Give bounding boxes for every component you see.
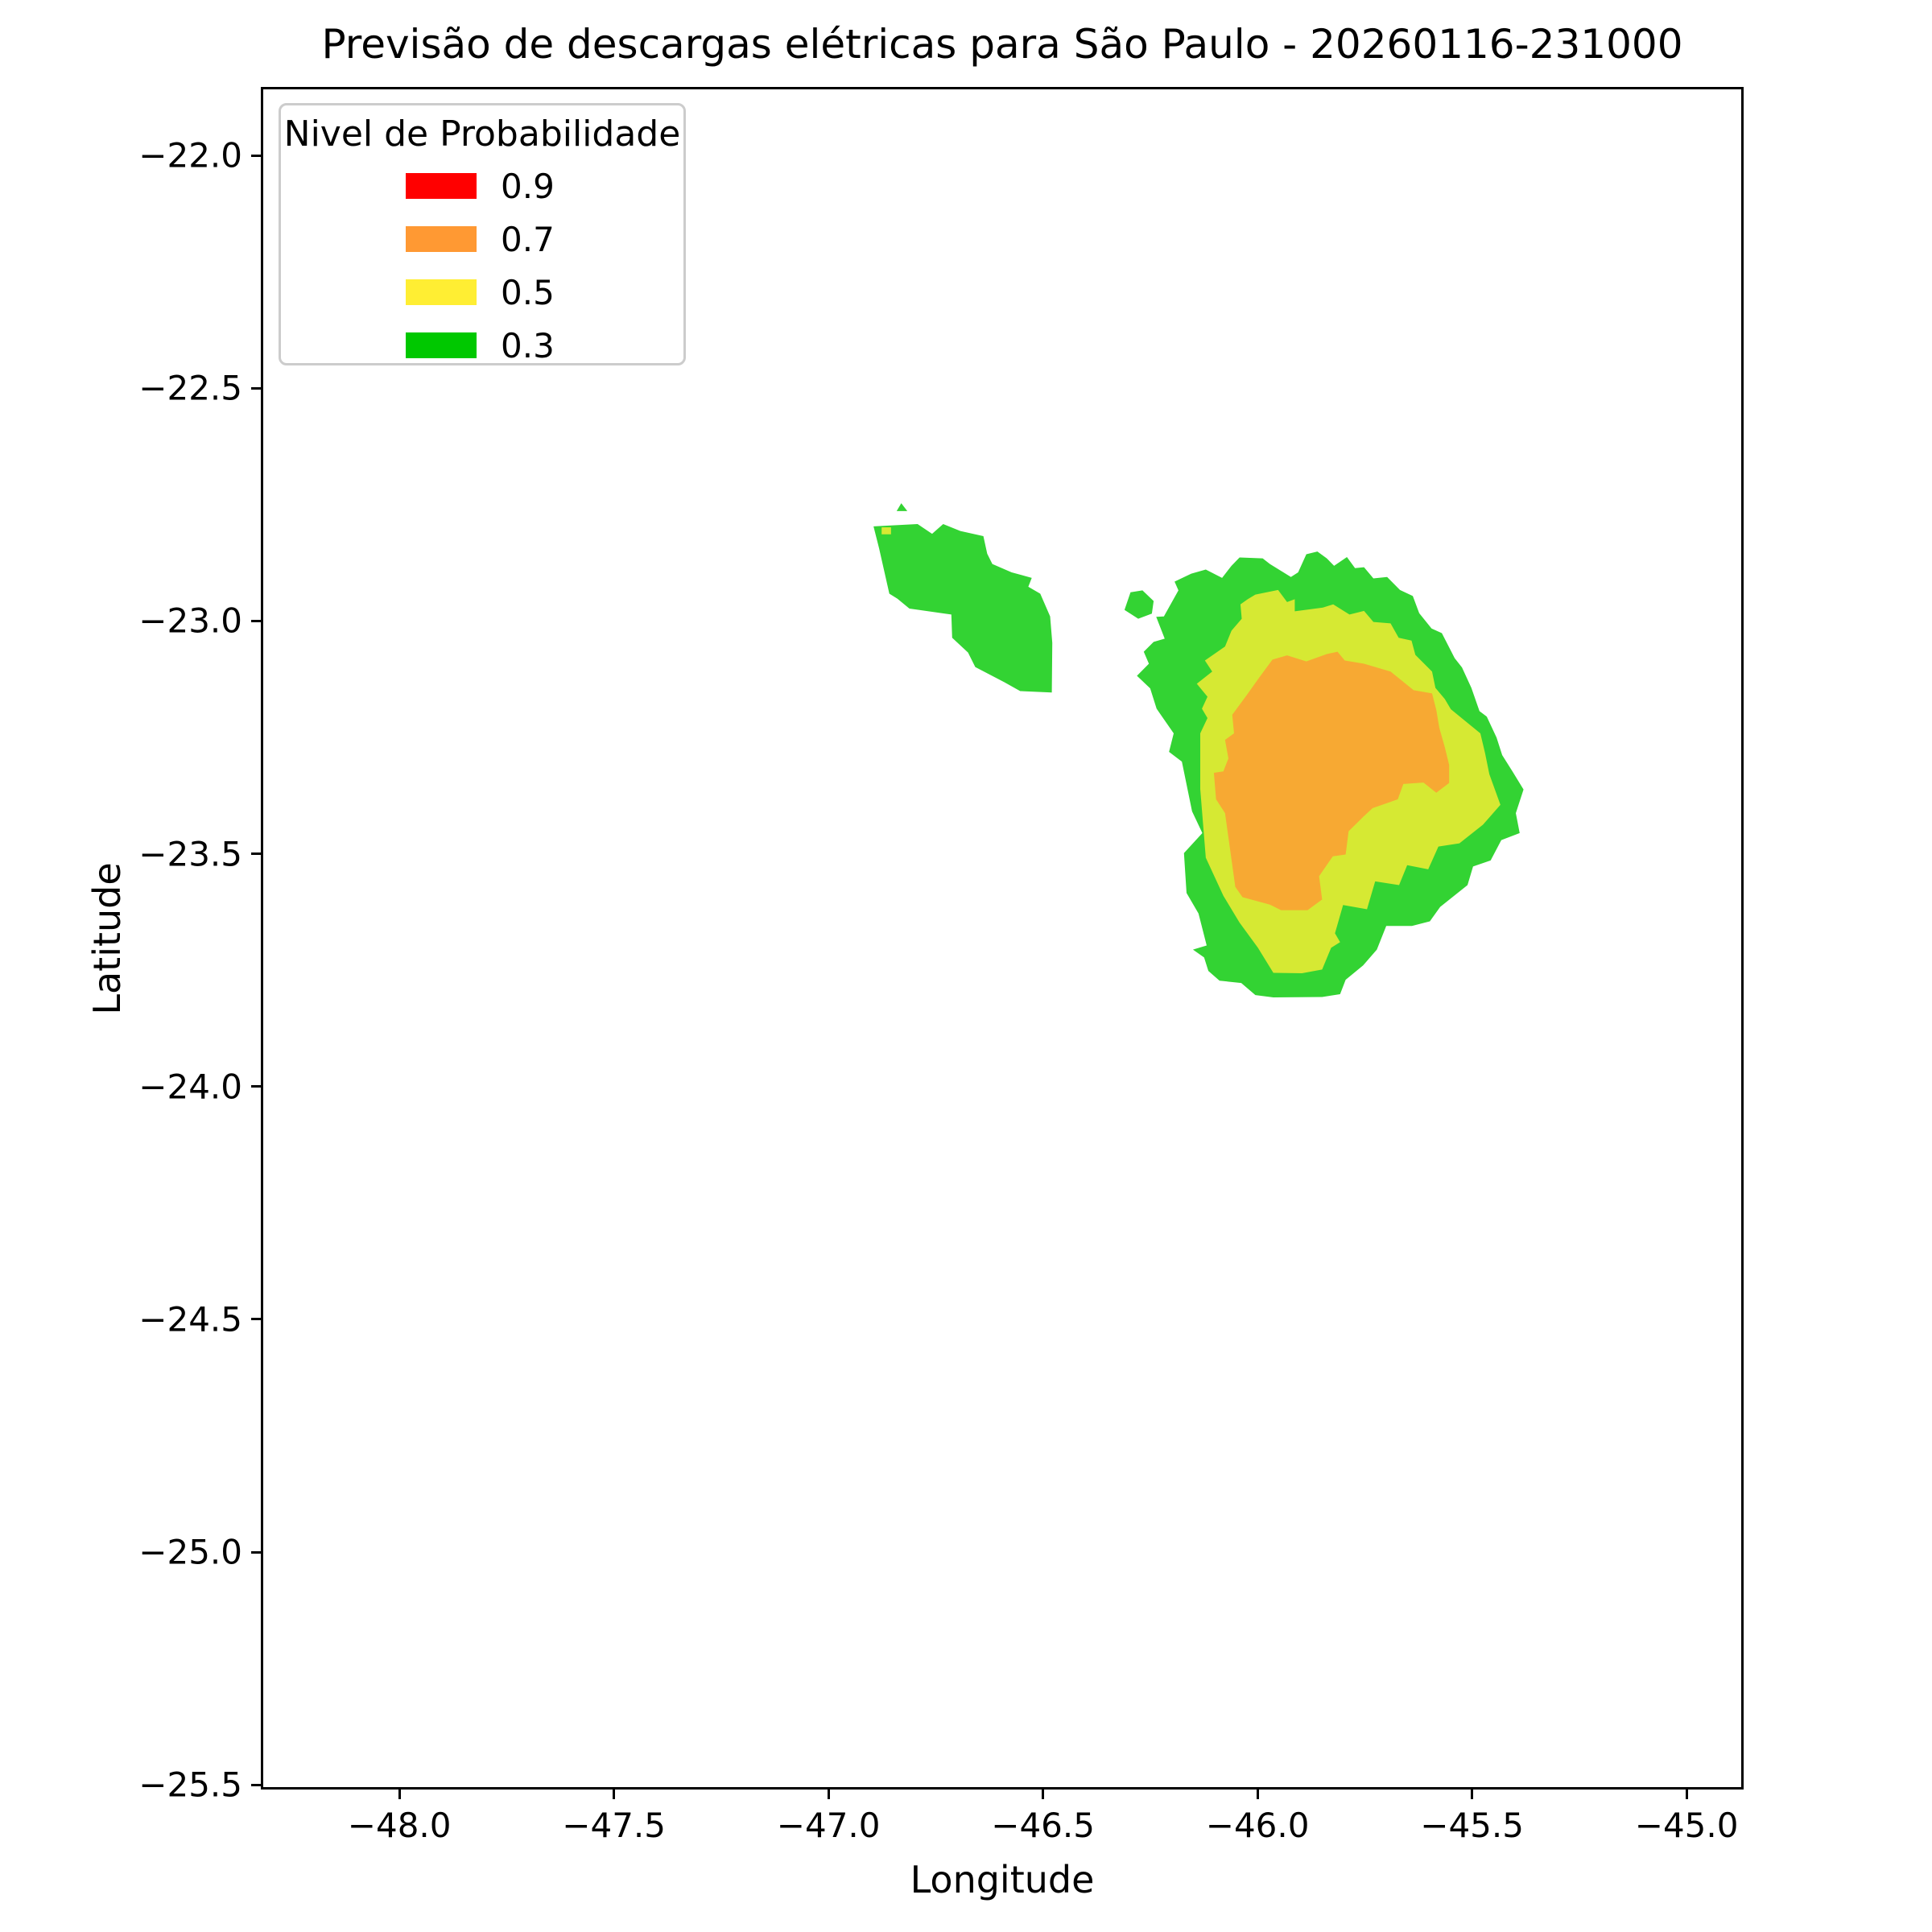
- y-tick-label: −22.5: [138, 368, 242, 408]
- legend-rows: 0.9 0.7 0.5 0.3: [281, 159, 683, 372]
- y-tick-mark: [251, 386, 261, 390]
- contour-region-west-cell-fragment-p03: [896, 503, 908, 511]
- contour-region-main-cell-west-fragment-p03: [1124, 590, 1154, 619]
- legend: Nivel de Probabilidade 0.9 0.7 0.5 0.3: [279, 103, 686, 365]
- y-tick-mark: [251, 619, 261, 622]
- legend-item: 0.3: [281, 319, 683, 372]
- y-tick-mark: [251, 852, 261, 856]
- contour-region-west-cell-p03: [873, 523, 1053, 693]
- x-tick-mark: [1685, 1790, 1688, 1799]
- y-tick-mark: [251, 1318, 261, 1321]
- legend-swatch-0.5: [406, 279, 477, 305]
- x-tick-mark: [827, 1790, 830, 1799]
- plot-area: Nivel de Probabilidade 0.9 0.7 0.5 0.3: [261, 87, 1744, 1790]
- y-tick-mark: [251, 1085, 261, 1088]
- y-axis-label: Latitude: [85, 862, 129, 1015]
- y-tick-label: −24.0: [138, 1067, 242, 1107]
- x-tick-label: −47.0: [776, 1806, 881, 1845]
- x-tick-label: −46.0: [1205, 1806, 1310, 1845]
- x-tick-mark: [613, 1790, 616, 1799]
- y-tick-mark: [251, 1783, 261, 1786]
- y-tick-label: −24.5: [138, 1299, 242, 1340]
- legend-item-label: 0.9: [501, 166, 555, 206]
- x-axis-label: Longitude: [910, 1858, 1095, 1901]
- contour-map: [873, 503, 1524, 997]
- legend-swatch-0.3: [406, 332, 477, 358]
- chart-title: Previsão de descargas elétricas para São…: [321, 21, 1683, 68]
- legend-swatch-0.9: [406, 173, 477, 199]
- legend-item: 0.5: [281, 266, 683, 319]
- x-tick-label: −45.5: [1420, 1806, 1524, 1845]
- legend-item-label: 0.3: [501, 325, 555, 365]
- x-tick-label: −48.0: [347, 1806, 452, 1845]
- x-tick-mark: [1471, 1790, 1474, 1799]
- x-tick-mark: [398, 1790, 401, 1799]
- x-tick-label: −45.0: [1634, 1806, 1739, 1845]
- y-tick-mark: [251, 154, 261, 157]
- y-tick-label: −25.5: [138, 1765, 242, 1805]
- legend-item-label: 0.5: [501, 272, 555, 312]
- contour-region-west-cell-p05-patch: [881, 527, 891, 535]
- y-tick-label: −23.0: [138, 601, 242, 641]
- y-tick-label: −23.5: [138, 834, 242, 874]
- legend-swatch-0.7: [406, 226, 477, 252]
- x-tick-label: −46.5: [991, 1806, 1095, 1845]
- x-tick-mark: [1042, 1790, 1045, 1799]
- legend-item: 0.7: [281, 213, 683, 266]
- y-tick-label: −22.0: [138, 135, 242, 175]
- legend-item-label: 0.7: [501, 219, 555, 259]
- x-tick-mark: [1256, 1790, 1259, 1799]
- legend-item: 0.9: [281, 159, 683, 213]
- x-tick-label: −47.5: [562, 1806, 666, 1845]
- legend-title: Nivel de Probabilidade: [283, 114, 681, 155]
- contour-region-main-cell-p07: [1213, 651, 1450, 910]
- y-tick-label: −25.0: [138, 1532, 242, 1572]
- y-tick-mark: [251, 1550, 261, 1554]
